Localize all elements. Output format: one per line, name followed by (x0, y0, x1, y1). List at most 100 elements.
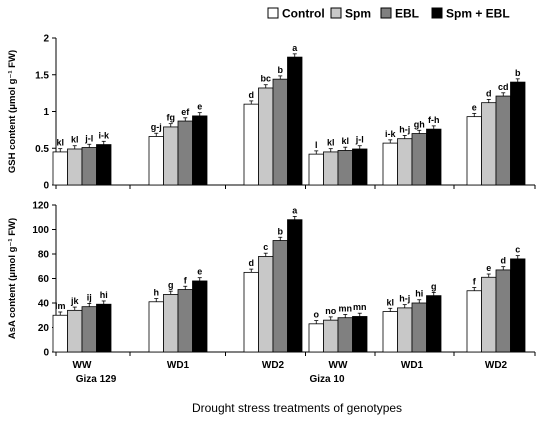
y-tick-label: 0 (43, 348, 49, 359)
significance-letter: d (249, 258, 255, 268)
significance-letter: f (184, 275, 188, 285)
bar-ebl-wd2 (272, 240, 288, 353)
significance-letter: g (431, 281, 437, 291)
bar-control-wd1 (148, 301, 164, 353)
bar-spm-wd1 (397, 138, 413, 186)
y-tick-label: 20 (38, 323, 50, 334)
bar-ebl-wd1 (177, 120, 193, 186)
significance-letter: kl (71, 135, 79, 145)
significance-letter: a (292, 205, 298, 215)
bar-spm-ww (323, 319, 339, 353)
significance-letter: ef (181, 107, 190, 117)
significance-letter: cd (498, 82, 509, 92)
legend-swatch-ebl (380, 7, 392, 19)
bar-control-ww (52, 314, 68, 353)
bar-spm-ebl-ww (96, 303, 112, 353)
bar-control-wd1 (148, 136, 164, 186)
significance-letter: ij (87, 292, 92, 302)
significance-letter: kl (327, 138, 335, 148)
significance-letter: b (278, 226, 284, 236)
significance-letter: bc (260, 74, 271, 84)
x-category-label-ww: WW (329, 360, 348, 371)
significance-letter: i-k (98, 130, 109, 140)
legend: Control Spm EBL Spm + EBL (267, 7, 510, 21)
bar-control-wd2 (466, 290, 482, 353)
significance-letter: g-j (151, 122, 162, 132)
bar-spm-ebl-wd2 (287, 219, 303, 353)
legend-label-spm: Spm (345, 7, 371, 21)
significance-letter: mn (339, 303, 353, 313)
bar-ebl-wd1 (411, 133, 427, 186)
genotype-label-giza-129: Giza 129 (76, 374, 117, 385)
bar-spm-wd1 (163, 126, 179, 186)
y-tick-label: 0.5 (35, 144, 49, 155)
significance-letter: e (197, 267, 202, 277)
significance-letter: d (249, 90, 255, 100)
y-tick-label: 80 (38, 250, 50, 261)
significance-letter: a (292, 43, 298, 53)
bar-ebl-wd1 (177, 289, 193, 353)
bar-control-ww (308, 153, 324, 186)
bar-spm-wd2 (481, 102, 497, 186)
bar-spm-ww (323, 151, 339, 186)
significance-letter: g (168, 280, 174, 290)
bar-ebl-ww (337, 317, 353, 353)
bar-spm-wd1 (163, 294, 179, 353)
bar-spm-ww (67, 309, 83, 353)
bar-spm-ebl-wd2 (287, 56, 303, 186)
significance-letter: gh (414, 119, 425, 129)
y-tick-label: 100 (32, 225, 49, 236)
significance-letter: lm (55, 301, 66, 311)
y-tick-label: 120 (32, 201, 49, 212)
legend-swatch-control (267, 7, 279, 19)
bar-spm-ebl-ww (352, 148, 368, 186)
genotype-label-giza-10: Giza 10 (309, 374, 344, 385)
y-tick-label: 2 (43, 34, 49, 45)
significance-letter: kl (341, 136, 349, 146)
bar-control-wd2 (243, 271, 259, 353)
significance-letter: kl (56, 138, 64, 148)
x-category-label-ww: WW (73, 360, 92, 371)
significance-letter: j-l (84, 133, 93, 143)
significance-letter: hi (100, 290, 108, 300)
bar-spm-ebl-wd2 (510, 258, 526, 353)
y-tick-label: 1.5 (35, 70, 49, 81)
y-tick-label: 60 (38, 274, 50, 285)
bar-spm-ebl-wd1 (192, 115, 208, 186)
significance-letter: f-h (428, 115, 440, 125)
significance-letter: h-j (399, 124, 410, 134)
asa-chart-panel: AsA content (μmol g⁻¹ FW) 0 20 40 60 80 100 12… (7, 201, 536, 359)
gsh-y-axis-label: GSH content (μmol g⁻¹ FW) (7, 50, 18, 173)
bar-ebl-ww (337, 150, 353, 186)
legend-label-spm-ebl: Spm + EBL (446, 7, 510, 21)
significance-letter: h-j (399, 294, 410, 304)
significance-letter: i-k (385, 129, 396, 139)
bar-control-wd2 (466, 116, 482, 186)
legend-label-control: Control (282, 7, 325, 21)
significance-letter: no (325, 306, 336, 316)
legend-label-ebl: EBL (395, 7, 419, 21)
bar-spm-ww (67, 148, 83, 186)
significance-letter: e (472, 102, 477, 112)
significance-letter: hi (415, 289, 423, 299)
significance-letter: f (473, 276, 477, 286)
y-tick-label: 40 (38, 299, 50, 310)
y-tick-label: 0 (43, 181, 49, 192)
bar-control-ww (52, 151, 68, 186)
y-tick-label: 1 (43, 107, 49, 118)
bar-spm-ebl-ww (96, 144, 112, 186)
legend-swatch-spm (330, 7, 342, 19)
significance-letter: e (486, 263, 491, 273)
bar-control-ww (308, 323, 324, 353)
bar-ebl-wd2 (495, 95, 511, 186)
bar-spm-ebl-wd1 (426, 128, 442, 186)
bar-spm-wd2 (258, 87, 274, 186)
bar-ebl-wd2 (495, 269, 511, 353)
bar-ebl-wd1 (411, 302, 427, 353)
bar-spm-wd2 (258, 256, 274, 353)
x-category-label-wd2: WD2 (262, 360, 285, 371)
bar-spm-ebl-ww (352, 316, 368, 353)
bar-ebl-wd2 (272, 78, 288, 186)
